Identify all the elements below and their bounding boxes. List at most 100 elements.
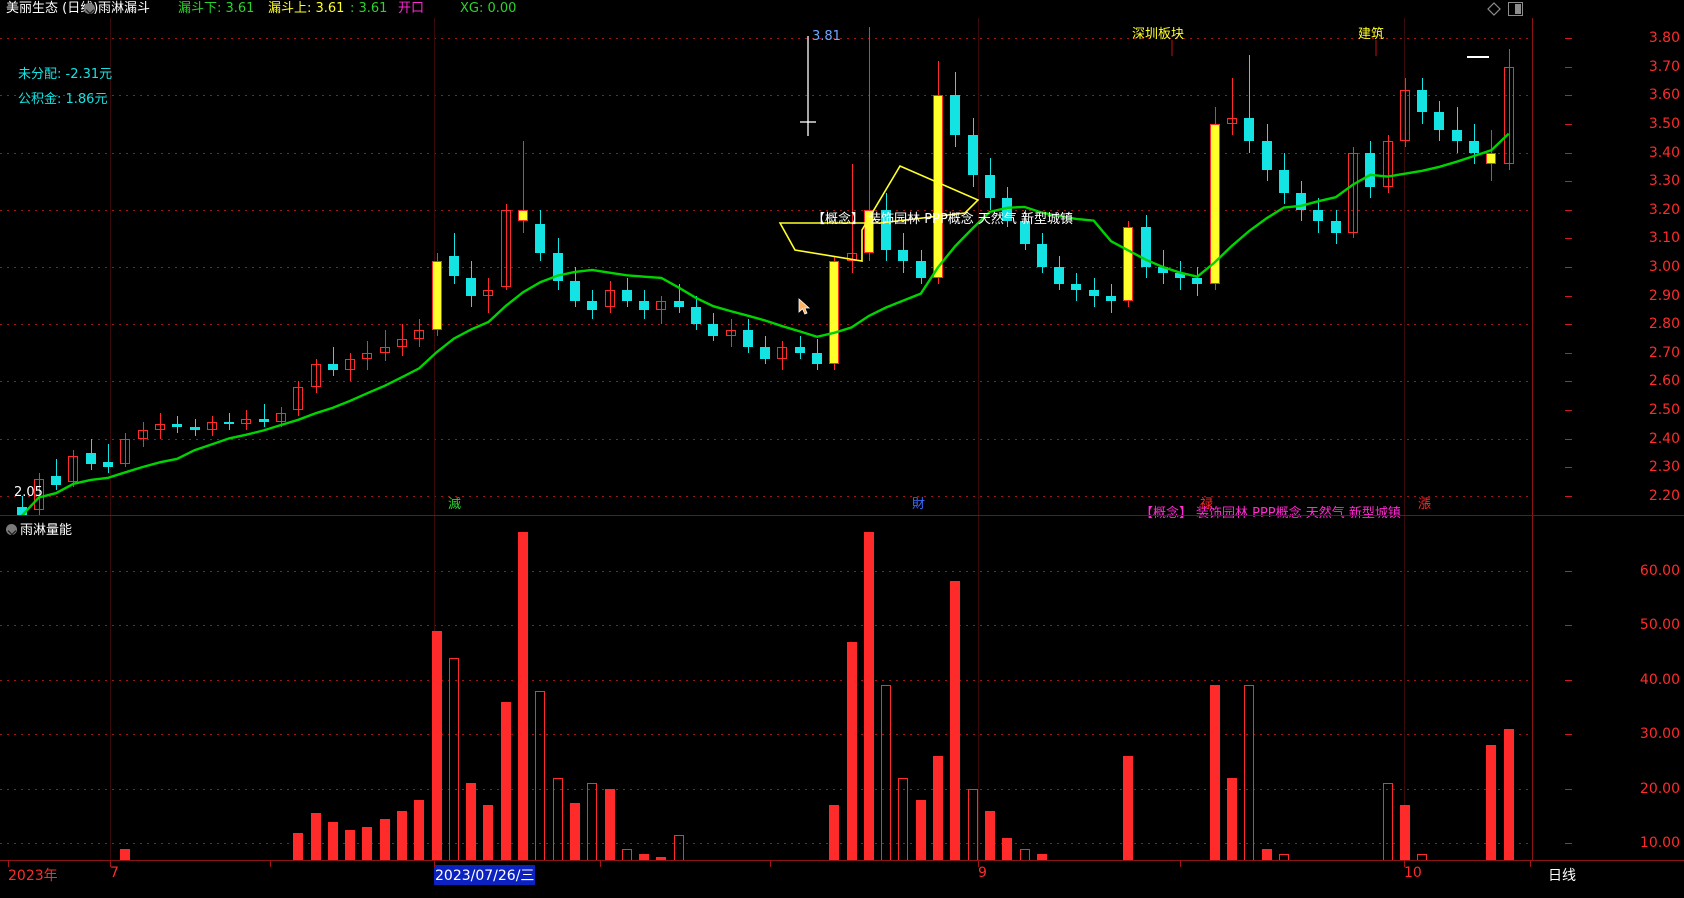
diamond-icon[interactable] <box>1487 2 1501 16</box>
candle-body[interactable] <box>1468 141 1480 153</box>
candle-body[interactable] <box>1036 244 1048 267</box>
volume-bar[interactable] <box>1209 685 1221 898</box>
candle-body[interactable] <box>361 352 373 359</box>
candle-body[interactable] <box>846 252 858 262</box>
date-label[interactable]: 9 <box>978 865 987 881</box>
candle-body[interactable] <box>1053 267 1065 285</box>
candle-body[interactable] <box>897 249 909 262</box>
candle-body[interactable] <box>1243 118 1255 142</box>
volume-bar[interactable] <box>1503 728 1515 898</box>
date-label[interactable]: 7 <box>110 865 119 881</box>
candle-body[interactable] <box>1088 289 1100 296</box>
candle-body[interactable] <box>725 329 737 336</box>
stock-name-label[interactable]: 美丽生态 (日线) <box>6 1 99 16</box>
chevron-down-circle-icon[interactable] <box>84 2 98 18</box>
candle-body[interactable] <box>1382 141 1394 187</box>
volume-bar[interactable] <box>465 783 477 898</box>
candle-body[interactable] <box>327 364 339 371</box>
indicator-name-label[interactable]: 雨淋漏斗 <box>98 1 151 16</box>
candle-body[interactable] <box>1191 278 1203 285</box>
volume-bar[interactable] <box>932 756 944 898</box>
volume-bar[interactable] <box>1122 756 1134 898</box>
candle-body[interactable] <box>534 224 546 253</box>
candle-body[interactable] <box>413 329 425 339</box>
candle-body[interactable] <box>344 358 356 371</box>
candle-body[interactable] <box>482 289 494 296</box>
volume-bar[interactable] <box>379 818 391 898</box>
date-label[interactable]: 2023年 <box>8 868 58 884</box>
candle-body[interactable] <box>1312 209 1324 222</box>
candle-body[interactable] <box>240 418 252 425</box>
candle-body[interactable] <box>465 278 477 296</box>
candle-body[interactable] <box>655 301 667 310</box>
volume-bar[interactable] <box>1399 805 1411 898</box>
date-axis[interactable]: 2023年 7 2023/07/26/三 9 10 日线 <box>0 860 1684 898</box>
candle-body[interactable] <box>552 252 564 282</box>
candle-body[interactable] <box>984 175 996 199</box>
candle-body[interactable] <box>967 135 979 176</box>
volume-bar[interactable] <box>949 581 961 898</box>
candle-body[interactable] <box>1105 295 1117 302</box>
candle-body[interactable] <box>448 255 460 276</box>
volume-bar[interactable] <box>310 813 322 898</box>
candle-body[interactable] <box>638 301 650 310</box>
volume-bar[interactable] <box>413 799 425 898</box>
candle-body[interactable] <box>1261 141 1273 170</box>
candle-body[interactable] <box>500 209 512 288</box>
candle-body[interactable] <box>189 427 201 431</box>
candle-body[interactable] <box>1140 226 1152 267</box>
candle-body[interactable] <box>50 475 62 485</box>
candle-body[interactable] <box>1330 221 1342 233</box>
candle-body[interactable] <box>776 347 788 359</box>
candle-body[interactable] <box>1364 152 1376 187</box>
candle-body[interactable] <box>1174 272 1186 279</box>
candle-body[interactable] <box>206 421 218 431</box>
candle-body[interactable] <box>742 329 754 348</box>
volume-bar[interactable] <box>984 810 996 898</box>
candle-body[interactable] <box>759 347 771 359</box>
date-label-selected[interactable]: 2023/07/26/三 <box>434 865 536 885</box>
candle-body[interactable] <box>1157 267 1169 273</box>
volume-bar[interactable] <box>569 802 581 898</box>
volume-chart-pane[interactable]: 雨淋量能 60.00 50.00 40.00 30.00 20.00 10.00 <box>0 516 1684 898</box>
date-label[interactable]: 10 <box>1404 865 1422 881</box>
volume-bar[interactable] <box>1226 777 1238 898</box>
candle-body[interactable] <box>1503 66 1515 164</box>
candle-body[interactable] <box>1347 152 1359 233</box>
panel-toggle-icon[interactable] <box>1508 2 1523 16</box>
candle-body[interactable] <box>707 324 719 336</box>
candle-body[interactable] <box>258 418 270 422</box>
candle-body[interactable] <box>396 338 408 348</box>
candle-body[interactable] <box>1433 112 1445 130</box>
candle-body[interactable] <box>85 453 97 465</box>
volume-bar[interactable] <box>915 799 927 898</box>
volume-bar[interactable] <box>863 532 875 898</box>
candle-body[interactable] <box>67 455 79 482</box>
volume-bar[interactable] <box>1485 745 1497 898</box>
candle-body[interactable] <box>171 424 183 428</box>
candle-body[interactable] <box>379 347 391 353</box>
volume-bar[interactable] <box>500 701 512 898</box>
candle-body[interactable] <box>1070 284 1082 290</box>
period-label[interactable]: 日线 <box>1548 868 1576 884</box>
price-chart-pane[interactable]: 未分配: -2.31元 公积金: 1.86元 3.81 2.05 深圳板块 建筑… <box>0 18 1684 521</box>
candle-body[interactable] <box>794 347 806 353</box>
chevron-down-circle-icon[interactable] <box>6 524 17 535</box>
candle-body[interactable] <box>223 421 235 425</box>
candle-body[interactable] <box>811 352 823 365</box>
candle-body[interactable] <box>137 430 149 439</box>
volume-bar[interactable] <box>846 641 858 898</box>
candle-body[interactable] <box>1416 89 1428 113</box>
volume-bar[interactable] <box>604 788 616 898</box>
candle-body[interactable] <box>604 289 616 308</box>
volume-bar[interactable] <box>431 630 443 898</box>
volume-bar[interactable] <box>327 821 339 898</box>
candle-body[interactable] <box>949 95 961 136</box>
candle-body[interactable] <box>1295 192 1307 210</box>
candle-body[interactable] <box>275 412 287 422</box>
volume-bar[interactable] <box>482 805 494 898</box>
volume-plot-area[interactable] <box>0 516 1532 898</box>
candle-body[interactable] <box>1226 118 1238 124</box>
candle-body[interactable] <box>569 281 581 302</box>
candle-body[interactable] <box>621 289 633 302</box>
